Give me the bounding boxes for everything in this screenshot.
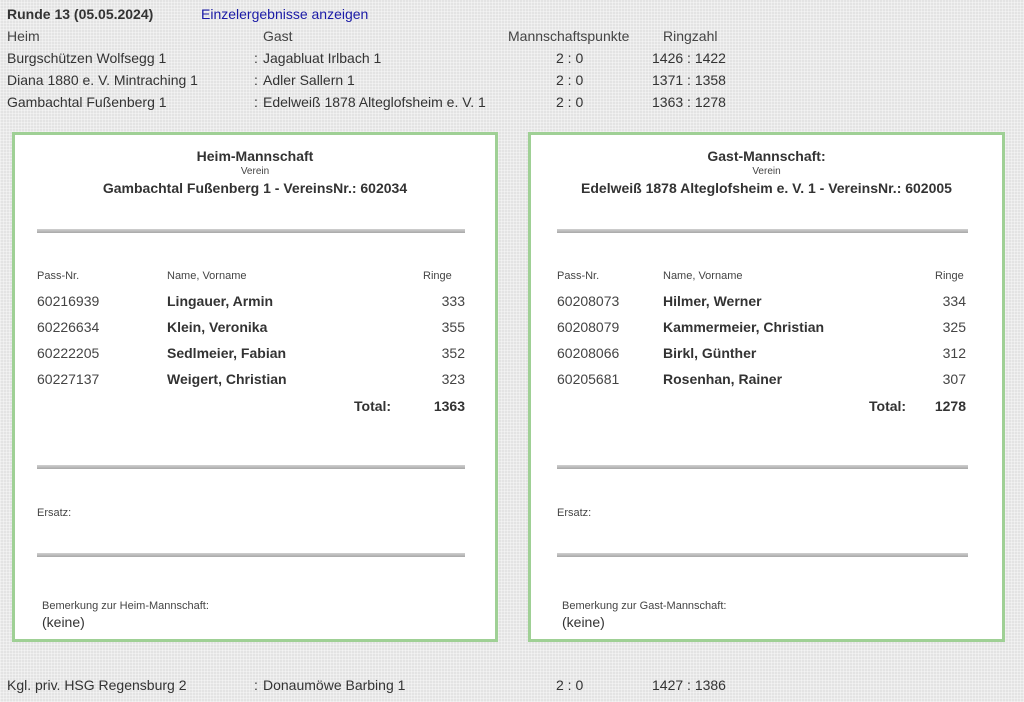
divider xyxy=(557,465,968,469)
shooter-rings: 333 xyxy=(441,293,465,309)
shooter-name: Klein, Veronika xyxy=(167,319,268,335)
shooter-rings: 334 xyxy=(942,293,966,309)
divider xyxy=(37,465,465,469)
show-details-link[interactable]: Einzelergebnisse anzeigen xyxy=(201,6,369,22)
match-row[interactable]: Burgschützen Wolfsegg 1 : Jagabluat Irlb… xyxy=(0,50,1024,72)
shooter-pass: 60208066 xyxy=(557,345,620,361)
remark-label: Bemerkung zur Gast-Mannschaft: xyxy=(562,600,727,612)
panel-title: Heim-Mannschaft xyxy=(196,148,314,164)
shooter-name: Kammermeier, Christian xyxy=(663,319,825,335)
shooter-pass: 60208073 xyxy=(557,293,620,309)
match-guest-team: Adler Sallern 1 xyxy=(263,72,355,88)
shooter-pass: 60227137 xyxy=(37,371,100,387)
club-name: Edelweiß 1878 Alteglofsheim e. V. 1 - Ve… xyxy=(581,180,952,196)
col-pass-header: Pass-Nr. xyxy=(557,270,600,282)
match-guest-team: Jagabluat Irlbach 1 xyxy=(263,50,382,66)
substitute-label: Ersatz: xyxy=(37,507,72,519)
total-label: Total: xyxy=(354,398,392,414)
total-value: 1278 xyxy=(934,398,966,414)
shooter-rings: 307 xyxy=(942,371,966,387)
match-row-selected[interactable]: Gambachtal Fußenberg 1 : Edelweiß 1878 A… xyxy=(0,94,1024,116)
match-home-team: Gambachtal Fußenberg 1 xyxy=(7,94,167,110)
match-rings: 1371 : 1358 xyxy=(652,72,726,88)
total-value: 1363 xyxy=(433,398,465,414)
column-header-home: Heim xyxy=(7,28,40,44)
match-rings: 1363 : 1278 xyxy=(652,94,726,110)
shooter-row: 60208073 Hilmer, Werner 334 xyxy=(531,293,1002,317)
col-name-header: Name, Vorname xyxy=(663,270,743,282)
column-header-guest: Gast xyxy=(263,28,293,44)
round-title: Runde 13 (05.05.2024) xyxy=(7,6,154,22)
col-rings-header: Ringe xyxy=(423,270,452,282)
shooter-name: Lingauer, Armin xyxy=(167,293,274,309)
col-name-header: Name, Vorname xyxy=(167,270,247,282)
column-header-points: Mannschaftspunkte xyxy=(508,28,630,44)
match-row[interactable]: Kgl. priv. HSG Regensburg 2 : Donaumöwe … xyxy=(0,677,1024,699)
shooter-pass: 60226634 xyxy=(37,319,100,335)
remark-label: Bemerkung zur Heim-Mannschaft: xyxy=(42,600,209,612)
club-name: Gambachtal Fußenberg 1 - VereinsNr.: 602… xyxy=(102,180,408,196)
shooter-row: 60208079 Kammermeier, Christian 325 xyxy=(531,319,1002,343)
match-guest-team: Donaumöwe Barbing 1 xyxy=(263,677,406,693)
divider xyxy=(37,229,465,233)
shooter-rings: 323 xyxy=(441,371,465,387)
match-separator: : xyxy=(254,72,258,88)
shooter-name: Birkl, Günther xyxy=(663,345,757,361)
match-separator: : xyxy=(254,50,258,66)
divider xyxy=(557,553,968,557)
match-row[interactable]: Diana 1880 e. V. Mintraching 1 : Adler S… xyxy=(0,72,1024,94)
col-pass-header: Pass-Nr. xyxy=(37,270,80,282)
match-separator: : xyxy=(254,94,258,110)
panel-title: Gast-Mannschaft: xyxy=(707,148,826,164)
match-home-team: Burgschützen Wolfsegg 1 xyxy=(7,50,167,66)
verein-label: Verein xyxy=(240,166,270,177)
match-points: 2 : 0 xyxy=(556,72,584,88)
total-label: Total: xyxy=(869,398,907,414)
match-points: 2 : 0 xyxy=(556,94,584,110)
match-rings: 1427 : 1386 xyxy=(652,677,726,693)
shooter-rings: 352 xyxy=(441,345,465,361)
shooter-row: 60222205 Sedlmeier, Fabian 352 xyxy=(15,345,495,369)
shooter-rings: 312 xyxy=(942,345,966,361)
shooter-name: Sedlmeier, Fabian xyxy=(167,345,287,361)
remark-value: (keine) xyxy=(42,614,85,630)
shooter-pass: 60216939 xyxy=(37,293,100,309)
match-separator: : xyxy=(254,677,258,693)
shooter-rings: 355 xyxy=(441,319,465,335)
match-home-team: Diana 1880 e. V. Mintraching 1 xyxy=(7,72,198,88)
shooter-pass: 60205681 xyxy=(557,371,620,387)
shooter-name: Weigert, Christian xyxy=(167,371,287,387)
shooter-name: Hilmer, Werner xyxy=(663,293,762,309)
shooter-row: 60226634 Klein, Veronika 355 xyxy=(15,319,495,343)
column-header-rings: Ringzahl xyxy=(663,28,718,44)
verein-label: Verein xyxy=(752,166,781,177)
match-points: 2 : 0 xyxy=(556,677,584,693)
shooter-rings: 325 xyxy=(942,319,966,335)
col-rings-header: Ringe xyxy=(935,270,964,282)
shooter-row: 60227137 Weigert, Christian 323 xyxy=(15,371,495,395)
divider xyxy=(37,553,465,557)
remark-value: (keine) xyxy=(562,614,605,630)
shooter-name: Rosenhan, Rainer xyxy=(663,371,783,387)
divider xyxy=(557,229,968,233)
shooter-row: 60216939 Lingauer, Armin 333 xyxy=(15,293,495,317)
match-home-team: Kgl. priv. HSG Regensburg 2 xyxy=(7,677,187,693)
shooter-row: 60208066 Birkl, Günther 312 xyxy=(531,345,1002,369)
home-team-panel: Heim-Mannschaft Verein Gambachtal Fußenb… xyxy=(12,132,498,642)
match-points: 2 : 0 xyxy=(556,50,584,66)
shooter-pass: 60208079 xyxy=(557,319,620,335)
guest-team-panel: Gast-Mannschaft: Verein Edelweiß 1878 Al… xyxy=(528,132,1005,642)
match-guest-team: Edelweiß 1878 Alteglofsheim e. V. 1 xyxy=(263,94,486,110)
shooter-row: 60205681 Rosenhan, Rainer 307 xyxy=(531,371,1002,395)
match-rings: 1426 : 1422 xyxy=(652,50,726,66)
shooter-pass: 60222205 xyxy=(37,345,100,361)
substitute-label: Ersatz: xyxy=(557,507,592,519)
